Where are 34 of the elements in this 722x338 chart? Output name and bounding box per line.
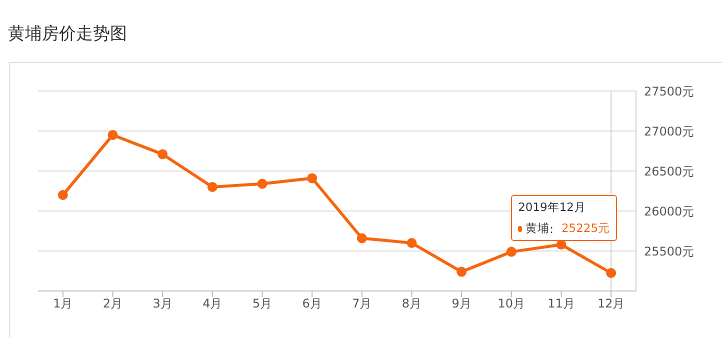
x-tick-label: 4月 bbox=[202, 296, 222, 311]
legend-label: 黄埔 bbox=[526, 221, 550, 236]
y-tick-label: 27000元 bbox=[644, 124, 694, 138]
annotation: : bbox=[550, 222, 554, 236]
x-tick-label: 5月 bbox=[252, 296, 272, 311]
x-tick-label: 12月 bbox=[597, 296, 625, 311]
point bbox=[406, 238, 417, 248]
point bbox=[207, 182, 218, 192]
chart-title: 黄埔房价走势图 bbox=[8, 23, 127, 45]
y-tick-label: 25500元 bbox=[644, 244, 694, 258]
x-tick-label: 6月 bbox=[302, 296, 322, 311]
y-tick-label: 26000元 bbox=[644, 204, 694, 218]
y-tick-label: 26500元 bbox=[644, 164, 694, 178]
point bbox=[456, 266, 467, 277]
point bbox=[307, 173, 318, 184]
point bbox=[606, 268, 616, 278]
x-tick-label: 11月 bbox=[548, 296, 575, 311]
point bbox=[356, 233, 367, 244]
x-tick-label: 1月 bbox=[53, 296, 73, 311]
point bbox=[257, 178, 268, 189]
x-tick-label: 9月 bbox=[452, 296, 472, 311]
x-tick-label: 8月 bbox=[402, 296, 422, 311]
annotation: 2019年12月 bbox=[518, 200, 587, 215]
y-tick-label: 27500元 bbox=[644, 84, 694, 98]
x-tick-label: 10月 bbox=[498, 296, 526, 311]
x-tick-label: 7月 bbox=[352, 296, 372, 311]
point bbox=[506, 246, 516, 257]
x-tick-label: 2月 bbox=[102, 296, 123, 311]
point bbox=[108, 130, 118, 140]
point bbox=[158, 149, 168, 160]
annotation: 25225元 bbox=[561, 221, 610, 236]
point bbox=[58, 190, 68, 200]
point bbox=[556, 240, 566, 250]
x-tick-label: 3月 bbox=[152, 296, 172, 311]
